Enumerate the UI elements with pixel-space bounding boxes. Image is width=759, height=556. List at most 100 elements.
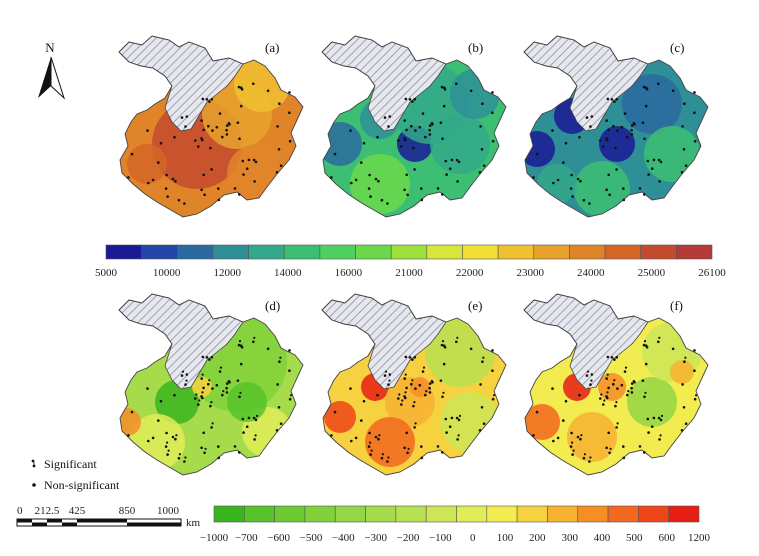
- station-dot: [579, 179, 582, 183]
- significance-mark: [456, 336, 459, 339]
- colorbar-tick-label: −200: [397, 532, 420, 544]
- station-dot: [200, 137, 203, 140]
- station-dot: [374, 177, 378, 181]
- station-dot: [406, 193, 409, 197]
- station-dot: [480, 406, 484, 409]
- colorbar-cell: [304, 505, 336, 523]
- station-dot: [403, 119, 406, 122]
- station-dot: [367, 187, 371, 190]
- station-dot: [420, 445, 423, 448]
- station-dot: [405, 173, 408, 177]
- station-dot: [693, 139, 697, 143]
- significance-mark: [378, 434, 381, 437]
- station-dot: [227, 122, 231, 125]
- station-dot: [275, 429, 279, 432]
- station-dot: [252, 82, 255, 86]
- station-dot: [578, 393, 581, 397]
- station-dot: [368, 173, 371, 177]
- significance-mark: [457, 434, 460, 437]
- significance-mark: [586, 370, 590, 373]
- station-dot: [194, 139, 197, 142]
- station-dot: [225, 128, 228, 132]
- significance-mark: [239, 391, 242, 394]
- region-outline: [523, 35, 709, 218]
- station-dot: [610, 98, 614, 101]
- station-dot: [130, 152, 134, 156]
- station-dot: [245, 425, 249, 428]
- station-dot: [413, 98, 417, 101]
- colorbar-top: 5000 10000 12000 14000 16000 21000 22000 23000 2…: [95, 244, 726, 279]
- significance-mark: [603, 399, 606, 402]
- station-dot: [200, 188, 203, 192]
- station-dot: [238, 193, 241, 196]
- colorbar-cell: [213, 505, 245, 523]
- station-dot: [491, 369, 494, 372]
- station-dot: [400, 403, 403, 406]
- station-dot: [622, 445, 625, 448]
- significance-mark: [388, 379, 391, 382]
- station-dot: [354, 178, 358, 182]
- significance-mark: [458, 414, 462, 417]
- station-dots: [127, 336, 293, 463]
- significance-mark: [210, 401, 213, 404]
- colorbar-tick-label: −1000: [200, 532, 229, 544]
- station-dot: [643, 137, 646, 141]
- station-dot: [556, 436, 560, 440]
- station-dot: [180, 374, 184, 377]
- station-dot: [570, 431, 573, 435]
- station-dot: [201, 97, 205, 101]
- station-dot: [615, 98, 619, 101]
- station-dot: [535, 152, 539, 156]
- station-dot: [642, 343, 646, 347]
- significance-mark: [627, 390, 630, 393]
- interpolated-field: [524, 322, 702, 462]
- colorbar-cell: [668, 505, 700, 523]
- station-dots: [532, 336, 698, 463]
- station-dot: [682, 406, 686, 409]
- station-dot: [626, 393, 629, 397]
- colorbar-cell: [105, 244, 142, 260]
- station-dot: [203, 193, 206, 197]
- station-dot: [241, 159, 245, 163]
- station-dot: [386, 460, 389, 463]
- station-dot: [693, 91, 696, 94]
- station-dot: [278, 102, 281, 105]
- colorbar-tick-label: 25000: [638, 267, 666, 279]
- station-dot: [456, 438, 459, 441]
- station-dot: [354, 436, 358, 440]
- significance-mark: [178, 453, 181, 456]
- colorbar-tick-label: 23000: [516, 267, 544, 279]
- map-panel-4: (e): [321, 293, 507, 476]
- colorbar-tick-label: 500: [626, 532, 643, 544]
- station-dot: [622, 187, 625, 190]
- station-dot: [638, 187, 642, 190]
- station-dot: [610, 356, 614, 359]
- station-dot: [410, 124, 413, 128]
- station-dot: [491, 397, 495, 401]
- station-dot: [428, 128, 431, 132]
- station-dot: [443, 88, 447, 91]
- significance-mark: [369, 441, 372, 444]
- north-label: N: [45, 40, 55, 55]
- significance-mark: [580, 434, 583, 437]
- station-dot: [252, 340, 255, 344]
- colorbar-cell: [395, 505, 427, 523]
- station-dot: [210, 98, 214, 101]
- significance-mark: [643, 340, 647, 343]
- station-dot: [430, 380, 434, 383]
- station-dot: [491, 349, 494, 352]
- station-dot: [208, 358, 211, 361]
- colorbar-tick-label: 10000: [153, 267, 181, 279]
- station-dot: [253, 180, 256, 183]
- station-dot: [615, 356, 619, 359]
- station-dot: [630, 124, 634, 127]
- station-dot: [647, 431, 650, 434]
- station-dot: [225, 382, 229, 385]
- panel-label: (c): [670, 40, 684, 55]
- significance-mark: [370, 449, 373, 452]
- station-dot: [247, 158, 251, 162]
- station-dot: [252, 416, 256, 420]
- station-dot: [599, 139, 602, 142]
- station-dot: [436, 445, 440, 448]
- station-dot: [641, 121, 645, 124]
